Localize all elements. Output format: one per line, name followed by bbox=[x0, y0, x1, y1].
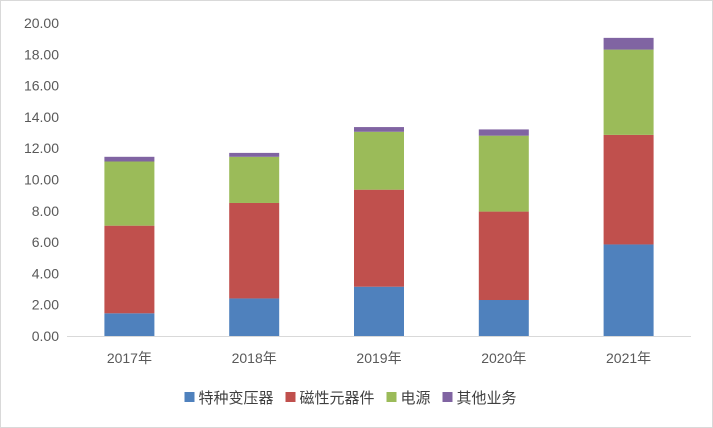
legend-swatch bbox=[442, 392, 453, 402]
bar-segment bbox=[603, 49, 654, 135]
bar-segment bbox=[104, 156, 155, 162]
legend-label: 磁性元器件 bbox=[300, 389, 375, 407]
bar-segment bbox=[354, 189, 404, 287]
legend: 特种变压器 磁性元器件 电源 其他业务 bbox=[184, 389, 517, 407]
y-tick-label: 4.00 bbox=[32, 265, 59, 281]
bar-segment bbox=[354, 131, 404, 190]
bars bbox=[104, 37, 654, 336]
bar-segment bbox=[354, 286, 404, 336]
y-axis: 0.00 2.00 4.00 6.00 8.00 10.00 12.00 14.00 16.00… bbox=[24, 15, 59, 344]
bar-segment bbox=[478, 300, 529, 336]
y-tick-label: 16.00 bbox=[24, 78, 59, 94]
bar-segment bbox=[229, 156, 280, 203]
legend-label: 特种变压器 bbox=[199, 389, 274, 407]
bar-segment bbox=[603, 244, 654, 336]
bar-segment bbox=[603, 134, 654, 245]
legend-label: 电源 bbox=[401, 389, 431, 407]
bar-segment bbox=[104, 161, 155, 226]
bar-segment bbox=[229, 202, 280, 299]
y-tick-label: 2.00 bbox=[32, 297, 59, 313]
y-tick-label: 14.00 bbox=[24, 109, 59, 125]
y-tick-label: 0.00 bbox=[32, 328, 59, 344]
legend-swatch bbox=[285, 392, 296, 402]
legend-swatch bbox=[386, 392, 397, 402]
legend-swatch bbox=[184, 392, 195, 402]
y-tick-label: 6.00 bbox=[32, 234, 59, 250]
y-tick-label: 12.00 bbox=[24, 140, 59, 156]
x-tick-label: 2021年 bbox=[606, 350, 651, 366]
y-tick-label: 20.00 bbox=[24, 15, 59, 31]
x-axis: 2017年 2018年 2019年 2020年 2021年 bbox=[67, 336, 691, 366]
y-tick-label: 10.00 bbox=[24, 172, 59, 188]
bar-segment bbox=[478, 135, 529, 212]
legend-label: 其他业务 bbox=[457, 389, 517, 407]
x-tick-label: 2017年 bbox=[107, 350, 152, 366]
bar-segment bbox=[478, 211, 529, 301]
bar-segment bbox=[478, 129, 529, 136]
bar-segment bbox=[354, 127, 404, 132]
bar-segment bbox=[603, 37, 654, 50]
y-tick-label: 18.00 bbox=[24, 46, 59, 62]
x-tick-label: 2019年 bbox=[356, 350, 401, 366]
bar-segment bbox=[229, 152, 280, 157]
x-tick-label: 2020年 bbox=[481, 350, 526, 366]
bar-segment bbox=[104, 313, 155, 336]
bar-segment bbox=[229, 298, 280, 336]
bar-segment bbox=[104, 225, 155, 314]
y-tick-label: 8.00 bbox=[32, 203, 59, 219]
x-tick-label: 2018年 bbox=[232, 350, 277, 366]
